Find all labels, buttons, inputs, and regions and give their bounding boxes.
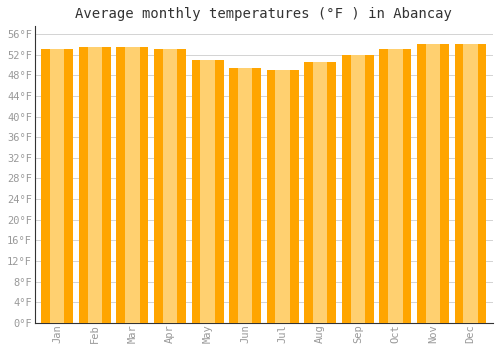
Bar xyxy=(426,44,440,323)
Bar xyxy=(238,68,252,323)
Bar xyxy=(116,47,148,323)
Bar xyxy=(388,49,402,323)
Bar xyxy=(163,49,177,323)
Bar xyxy=(42,49,73,323)
Bar xyxy=(50,49,64,323)
Bar xyxy=(79,47,111,323)
Bar xyxy=(154,49,186,323)
Bar xyxy=(229,68,261,323)
Bar xyxy=(417,44,449,323)
Title: Average monthly temperatures (°F ) in Abancay: Average monthly temperatures (°F ) in Ab… xyxy=(76,7,452,21)
Bar xyxy=(125,47,140,323)
Bar xyxy=(454,44,486,323)
Bar xyxy=(342,55,374,323)
Bar xyxy=(313,62,328,323)
Bar xyxy=(276,70,290,323)
Bar xyxy=(380,49,412,323)
Bar xyxy=(192,60,224,323)
Bar xyxy=(266,70,298,323)
Bar xyxy=(350,55,365,323)
Bar xyxy=(304,62,336,323)
Bar xyxy=(464,44,477,323)
Bar xyxy=(200,60,214,323)
Bar xyxy=(88,47,102,323)
